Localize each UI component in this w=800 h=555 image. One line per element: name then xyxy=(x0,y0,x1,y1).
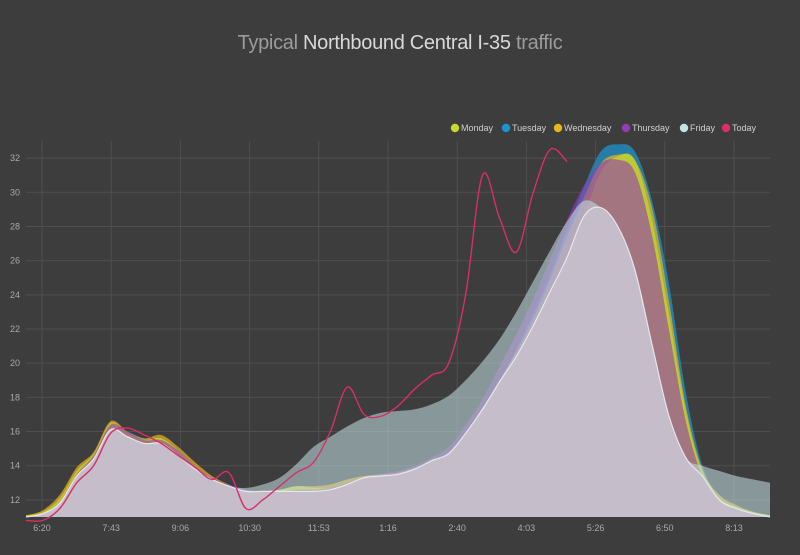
outline-base xyxy=(25,206,771,518)
y-tick-label: 22 xyxy=(10,324,20,334)
title-prefix: Typical xyxy=(237,32,298,54)
y-tick-label: 28 xyxy=(10,221,20,231)
chart-title: Typical Northbound Central I-35 traffic xyxy=(0,32,800,55)
legend-dot-today xyxy=(721,123,731,133)
y-tick-label: 16 xyxy=(10,427,20,437)
x-tick-label: 7:43 xyxy=(102,523,120,533)
legend-dot-wednesday xyxy=(553,123,563,133)
line-today xyxy=(25,147,568,522)
x-tick-label: 10:30 xyxy=(238,523,261,533)
y-tick-label: 24 xyxy=(10,290,20,300)
x-tick-label: 6:50 xyxy=(656,523,674,533)
y-tick-label: 14 xyxy=(10,461,20,471)
title-route: Northbound Central I-35 xyxy=(303,32,511,54)
x-tick-label: 2:40 xyxy=(448,523,466,533)
area-overlap xyxy=(26,207,770,517)
y-tick-label: 30 xyxy=(10,187,20,197)
x-tick-label: 4:03 xyxy=(518,523,536,533)
legend-label-thursday: Thursday xyxy=(632,123,670,133)
legend-dot-tuesday xyxy=(501,123,511,133)
legend-dot-friday xyxy=(679,123,689,133)
y-tick-label: 26 xyxy=(10,256,20,266)
x-tick-label: 1:16 xyxy=(379,523,397,533)
legend-label-friday: Friday xyxy=(690,123,716,133)
legend-label-monday: Monday xyxy=(461,123,494,133)
x-tick-label: 8:13 xyxy=(725,523,743,533)
x-tick-label: 11:53 xyxy=(308,523,330,533)
legend-dot-thursday xyxy=(621,123,631,133)
y-tick-label: 12 xyxy=(10,495,20,505)
title-suffix: traffic xyxy=(515,32,563,54)
legend-label-wednesday: Wednesday xyxy=(564,123,612,133)
legend-dot-monday xyxy=(450,123,460,133)
x-tick-label: 5:26 xyxy=(587,523,605,533)
legend: Monday Tuesday Wednesday Thursday Friday Toda… xyxy=(450,123,757,133)
y-tick-label: 18 xyxy=(10,392,20,402)
x-tick-label: 6:20 xyxy=(33,523,51,533)
y-tick-label: 32 xyxy=(10,153,20,163)
legend-label-today: Today xyxy=(732,123,757,133)
x-tick-label: 9:06 xyxy=(172,523,190,533)
y-tick-label: 20 xyxy=(10,358,20,368)
legend-label-tuesday: Tuesday xyxy=(512,123,547,133)
